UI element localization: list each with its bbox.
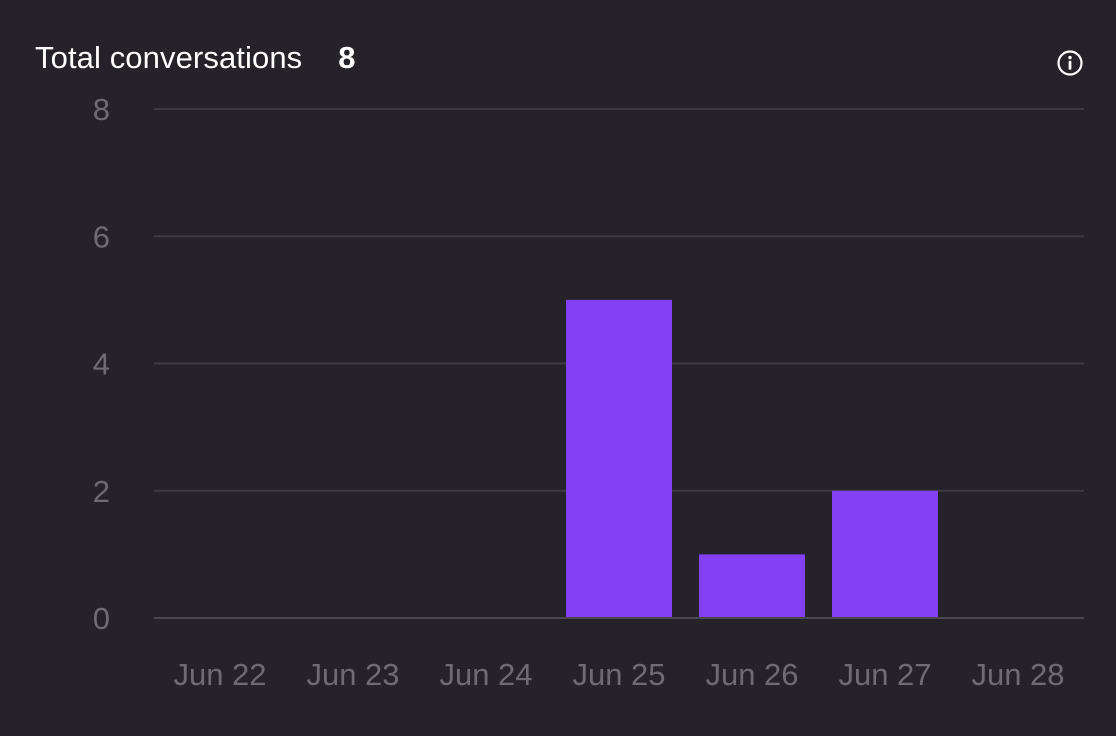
total-count: 8 [338, 40, 356, 75]
bar-jun-25[interactable] [566, 299, 672, 618]
y-tick-label: 0 [93, 601, 110, 636]
x-tick-label: Jun 27 [838, 657, 931, 692]
y-tick-label: 2 [93, 474, 110, 509]
x-tick-label: Jun 23 [306, 657, 399, 692]
info-icon[interactable] [1056, 49, 1084, 77]
bar-jun-26[interactable] [699, 554, 805, 618]
card-header: Total conversations 8 [35, 40, 356, 76]
card-title: Total conversations [35, 40, 303, 75]
x-tick-label: Jun 25 [572, 657, 665, 692]
x-tick-label: Jun 26 [705, 657, 798, 692]
y-tick-label: 4 [93, 347, 110, 382]
bar-jun-27[interactable] [832, 490, 938, 618]
x-tick-label: Jun 22 [173, 657, 266, 692]
y-tick-label: 8 [93, 92, 110, 127]
x-tick-label: Jun 24 [439, 657, 532, 692]
x-tick-label: Jun 28 [971, 657, 1064, 692]
y-tick-label: 6 [93, 219, 110, 254]
